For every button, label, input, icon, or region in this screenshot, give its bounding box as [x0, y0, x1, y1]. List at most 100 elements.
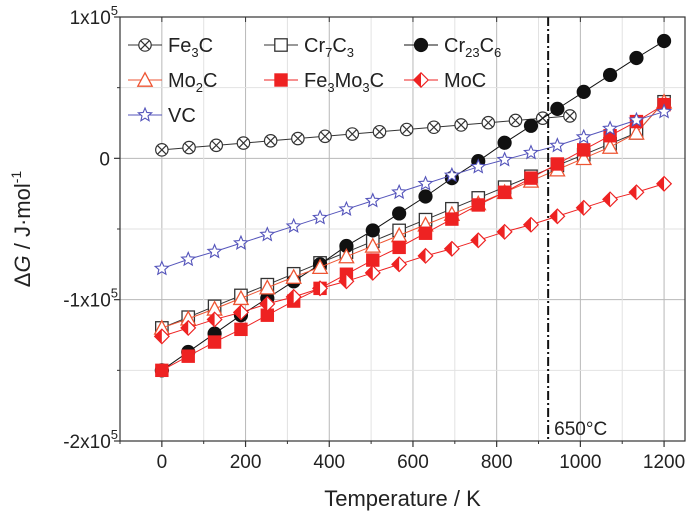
series-vc — [153, 103, 673, 276]
legend-label-fe3mo3c: Fe3Mo3C — [304, 70, 384, 95]
data-point-vc — [206, 243, 223, 259]
legend-label-vc: VC — [168, 105, 196, 127]
data-point-vc — [153, 260, 170, 276]
legend-label-fe3c: Fe3C — [168, 35, 213, 60]
data-point-cr23c6 — [656, 33, 672, 49]
data-point-moc — [312, 280, 329, 297]
marker-cross — [238, 138, 249, 148]
marker-diamond-fill — [365, 265, 373, 281]
x-tick-label: 200 — [230, 452, 262, 473]
marker-diamond-fill — [312, 281, 321, 296]
marker-diamond-fill — [207, 312, 215, 327]
marker-diamond-fill — [418, 248, 426, 264]
x-axis-title: Temperature / K — [324, 486, 481, 511]
data-point-fe3mo3c — [418, 226, 433, 240]
data-point-moc — [232, 304, 250, 321]
data-point-mo2c — [628, 124, 645, 140]
data-point-vc — [522, 144, 540, 160]
data-point-fe3mo3c — [497, 185, 512, 199]
data-point-vc — [628, 111, 645, 128]
data-point-cr23c6 — [629, 50, 644, 66]
marker-diamond-fill — [181, 320, 189, 336]
data-point-fe3c — [291, 131, 305, 146]
data-point-moc — [285, 288, 302, 305]
data-point-moc — [549, 208, 566, 225]
data-point-cr23c6 — [392, 206, 407, 221]
marker-cross — [211, 140, 222, 151]
marker-cross — [429, 122, 439, 133]
data-point-moc — [417, 247, 434, 264]
marker-cross — [374, 126, 385, 137]
data-point-cr23c6 — [365, 223, 380, 238]
marker-diamond-fill — [154, 329, 162, 344]
marker-diamond-fill — [339, 274, 347, 289]
y-tick-label: 1x105 — [70, 3, 118, 29]
x-tick-label: 1000 — [559, 452, 601, 473]
marker-cross — [565, 111, 575, 121]
data-point-vc — [602, 120, 619, 136]
data-point-cr23c6 — [602, 67, 618, 83]
series-moc — [153, 175, 673, 345]
data-point-mo2c — [364, 237, 382, 253]
y-tick-label: 0 — [99, 149, 110, 170]
data-point-vc — [656, 103, 673, 119]
data-point-moc — [338, 273, 355, 290]
marker-cross — [483, 117, 494, 128]
legend-label-cr23c6: Cr23C6 — [444, 35, 501, 60]
marker-diamond-fill — [602, 192, 611, 207]
marker-cross — [156, 144, 167, 155]
x-tick-label: 0 — [157, 452, 168, 473]
data-point-cr23c6 — [550, 101, 565, 116]
data-point-moc — [628, 184, 645, 201]
x-tick-label: 400 — [313, 452, 345, 473]
data-point-moc — [364, 264, 381, 281]
data-point-fe3mo3c — [207, 335, 222, 349]
data-point-fe3c — [263, 134, 278, 148]
marker-diamond-fill — [523, 217, 531, 232]
data-point-moc — [259, 295, 276, 312]
data-point-moc — [443, 240, 460, 257]
data-point-fe3mo3c — [155, 363, 169, 378]
data-point-fe3mo3c — [181, 349, 195, 363]
legend-marker-cr23c6 — [413, 37, 429, 53]
data-point-moc — [470, 232, 487, 249]
legend-item-mo2c: Mo2C — [128, 70, 217, 95]
legend-item-cr7c3: Cr7C3 — [264, 35, 354, 60]
data-point-fe3c — [345, 127, 360, 141]
data-point-fe3c — [318, 129, 332, 144]
data-point-vc — [364, 192, 381, 208]
data-point-vc — [575, 128, 592, 144]
legend-label-cr7c3: Cr7C3 — [304, 35, 354, 60]
y-tick-label: -1x105 — [63, 286, 118, 312]
series-layer — [153, 33, 673, 378]
data-point-fe3mo3c — [366, 253, 380, 267]
legend-item-moc: MoC — [404, 70, 486, 92]
y-axis-title: ΔG / J·mol-1 — [8, 171, 35, 288]
data-point-fe3mo3c — [445, 212, 459, 226]
data-point-cr23c6 — [523, 118, 539, 133]
y-tick-label: -2x105 — [63, 427, 118, 453]
marker-diamond-fill — [233, 305, 241, 320]
marker-diamond-fill — [550, 209, 558, 224]
legend-item-fe3mo3c: Fe3Mo3C — [264, 70, 384, 95]
data-point-vc — [312, 209, 329, 225]
data-point-vc — [496, 151, 513, 167]
legend-marker-moc — [412, 71, 430, 89]
data-point-mo2c — [311, 258, 329, 275]
data-point-fe3c — [563, 109, 577, 123]
marker-diamond-fill — [260, 296, 268, 312]
marker-cross — [184, 142, 194, 153]
marker-cross — [401, 124, 412, 135]
legend-marker-fe3c — [138, 38, 152, 52]
legend-marker-fe3mo3c — [274, 73, 288, 87]
marker-cross — [510, 115, 521, 126]
marker-diamond-fill — [497, 224, 505, 240]
data-point-vc — [285, 217, 302, 234]
data-point-vc — [259, 226, 276, 242]
marker-diamond-fill — [629, 185, 637, 200]
legend-label-moc: MoC — [444, 70, 486, 92]
legend-item-cr23c6: Cr23C6 — [404, 35, 501, 60]
axis-layer: 0 200 400 600 800 1000 1200 1x105 0 -1x105 -2x105 T… — [8, 3, 686, 511]
data-point-fe3mo3c — [471, 198, 485, 212]
series-line-fe3c — [161, 115, 570, 151]
